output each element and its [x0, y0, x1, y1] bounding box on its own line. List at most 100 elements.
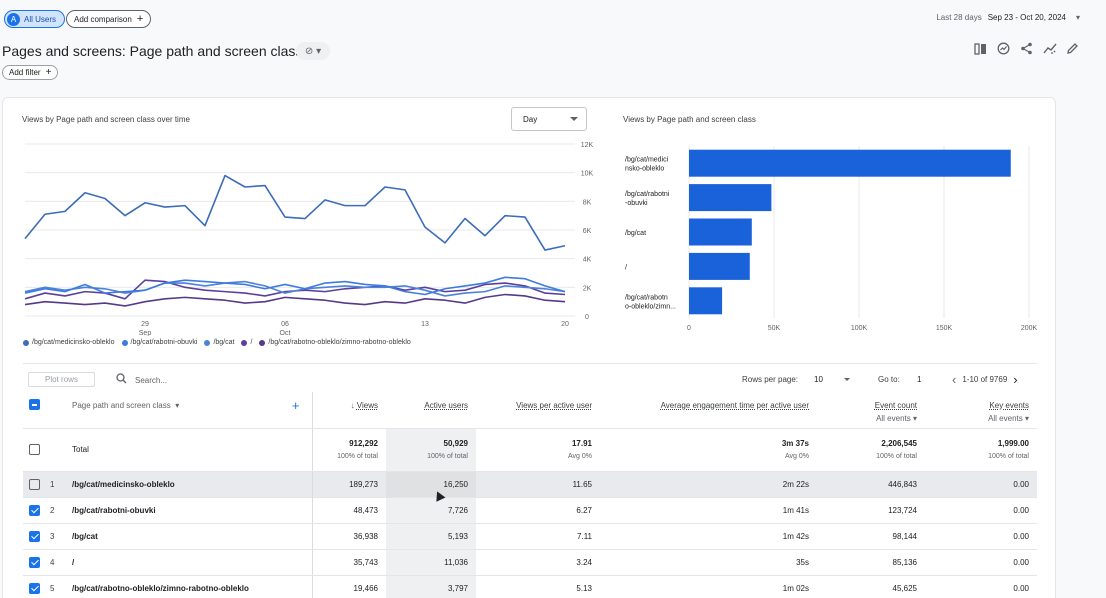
table-row[interactable]: 1/bg/cat/medicinsko-obleklo 189,273 16,250…	[23, 471, 1037, 498]
date-range-picker[interactable]: Last 28 days Sep 23 - Oct 20, 2024 ▾	[936, 13, 1080, 22]
column-header-views[interactable]: ↓ Views	[312, 392, 386, 429]
row-views-per-user: 7.11	[476, 523, 600, 550]
row-views: 35,743	[312, 549, 386, 576]
bar-category-label: o-obleklo/zimn...	[625, 303, 676, 310]
chevron-down-icon[interactable]	[844, 378, 850, 381]
row-number: 3	[50, 523, 72, 550]
column-header-avg-engagement[interactable]: Average engagement time per active user	[600, 392, 817, 429]
row-avg-engagement: 1m 41s	[600, 497, 817, 524]
total-label: Total	[72, 428, 313, 472]
plot-rows-button[interactable]: Plot rows	[28, 372, 95, 387]
row-avg-engagement: 35s	[600, 549, 817, 576]
total-row: Total 912,292 100% of total 50,929 100% of…	[23, 428, 1037, 472]
chevron-left-icon[interactable]: ‹	[952, 372, 957, 387]
search-input[interactable]: Search...	[135, 375, 168, 385]
column-header-key-events[interactable]: Key events All events ▾	[925, 392, 1037, 429]
y-tick-label: 4K	[583, 257, 592, 264]
search-field[interactable]: Search...	[116, 373, 167, 387]
column-header-event-count[interactable]: Event count All events ▾	[817, 392, 925, 429]
row-event-count: 123,724	[817, 497, 925, 524]
row-page-path[interactable]: /bg/cat/medicinsko-obleklo	[72, 471, 313, 498]
total-views: 912,292	[349, 439, 378, 448]
table-row[interactable]: 4/35,743 11,036 3.24 35s 85,136 0.00	[23, 549, 1037, 576]
total-key-events: 1,999.00	[997, 439, 1029, 448]
trend-icon[interactable]	[1042, 41, 1057, 56]
bar-category-label: /bg/cat/rabotn	[625, 294, 668, 301]
row-checkbox[interactable]	[29, 530, 40, 542]
table-row[interactable]: 3/bg/cat 36,938 5,193 7.11 1m 42s 98,144 0.00	[23, 523, 1037, 550]
bar-chart-title: Views by Page path and screen class	[623, 115, 756, 124]
x-tick-label: 50K	[768, 325, 781, 332]
row-views-per-user: 6.27	[476, 497, 600, 524]
report-status-dropdown[interactable]: ⊘ ▾	[296, 42, 330, 60]
column-header-dimension[interactable]: Page path and screen class ▾ +	[72, 392, 313, 429]
legend-dot	[241, 339, 248, 346]
bar-chart[interactable]: 0 50K 100K 150K 200K/bg/cat/medici nsko-oblek…	[603, 136, 1043, 336]
row-page-path[interactable]: /bg/cat/rabotni-obuvki	[72, 497, 313, 524]
date-range-value: Sep 23 - Oct 20, 2024	[987, 13, 1066, 22]
row-views-per-user: 5.13	[476, 575, 600, 598]
report-toolbar	[973, 41, 1080, 56]
row-checkbox[interactable]	[29, 556, 40, 568]
y-tick-label: 0	[585, 314, 589, 321]
page-title: Pages and screens: Page path and screen …	[2, 43, 303, 59]
row-key-events: 0.00	[925, 523, 1037, 550]
key-event-filter-select[interactable]: All events ▾	[988, 414, 1029, 423]
row-active-users: 16,250	[386, 471, 476, 498]
event-filter-select[interactable]: All events ▾	[876, 414, 917, 423]
legend-item[interactable]: /bg/cat/rabotno-obleklo/zimno-rabotno-ob…	[259, 339, 411, 346]
row-checkbox[interactable]	[29, 582, 40, 594]
pagination-range: 1-10 of 9769	[962, 375, 1008, 384]
table-row[interactable]: 2/bg/cat/rabotni-obuvki 48,473 7,726 6.27 1m…	[23, 497, 1037, 524]
sort-desc-icon: ↓	[350, 401, 357, 410]
x-tick-label: 20	[561, 321, 569, 328]
total-checkbox[interactable]	[29, 444, 40, 455]
total-views-per-user: 17.91	[571, 439, 592, 448]
legend-dot	[23, 339, 29, 346]
row-event-count: 446,843	[817, 471, 925, 498]
rows-per-page-select[interactable]: 10	[814, 375, 823, 384]
legend-item[interactable]: /bg/cat	[204, 339, 234, 346]
chevron-down-icon: ▾	[172, 401, 180, 410]
share-icon[interactable]	[1019, 41, 1034, 56]
column-header-active-users[interactable]: Active users	[386, 392, 476, 429]
row-page-path[interactable]: /bg/cat	[72, 523, 313, 550]
legend-item[interactable]: /bg/cat/rabotni-obuvki	[121, 339, 198, 346]
line-chart-legend: /bg/cat/medicinsko-obleklo/bg/cat/rabotn…	[23, 339, 411, 346]
legend-item[interactable]: /	[241, 339, 252, 346]
table-row[interactable]: 5/bg/cat/rabotno-obleklo/zimno-rabotno-o…	[23, 575, 1037, 598]
column-header-views-per-user[interactable]: Views per active user	[476, 392, 600, 429]
bar	[689, 287, 723, 315]
line-chart[interactable]: 0 2K 4K 6K 8K 10K 12K 29 Sep 06 Oct 13 20	[3, 136, 603, 336]
row-checkbox[interactable]	[29, 504, 40, 516]
legend-label: /bg/cat/rabotni-obuvki	[130, 339, 198, 346]
x-tick-sublabel: Oct	[280, 330, 291, 336]
row-page-path[interactable]: /	[72, 549, 313, 576]
add-filter-button[interactable]: Add filter +	[2, 65, 59, 80]
y-tick-label: 6K	[583, 228, 592, 235]
series-line	[24, 174, 566, 251]
row-number: 4	[50, 549, 72, 576]
x-tick-sublabel: Sep	[139, 330, 152, 336]
edit-icon[interactable]	[1065, 41, 1080, 56]
add-dimension-icon[interactable]: +	[291, 398, 300, 413]
row-views-per-user: 11.65	[476, 471, 600, 498]
bar	[689, 252, 750, 280]
goto-input[interactable]: 1	[917, 375, 922, 384]
insights-icon[interactable]	[996, 41, 1011, 56]
bar-category-label: /bg/cat/medici	[625, 157, 669, 164]
granularity-select[interactable]: Day	[511, 107, 587, 131]
select-all-checkbox[interactable]	[29, 399, 40, 410]
legend-item[interactable]: /bg/cat/medicinsko-obleklo	[23, 339, 115, 346]
row-checkbox[interactable]	[29, 478, 40, 490]
row-page-path[interactable]: /bg/cat/rabotno-obleklo/zimno-rabotno-ob…	[72, 575, 313, 598]
y-tick-label: 8K	[583, 199, 592, 206]
compare-icon[interactable]	[973, 41, 988, 56]
row-event-count: 85,136	[817, 549, 925, 576]
row-active-users: 3,797	[386, 575, 476, 598]
x-tick-label: 200K	[1021, 325, 1038, 332]
add-comparison-button[interactable]: Add comparison +	[66, 10, 152, 28]
chevron-right-icon[interactable]: ›	[1013, 372, 1018, 387]
segment-chip-all-users[interactable]: A All Users	[4, 10, 66, 28]
top-bar: A All Users Add comparison + Last 28 day…	[0, 0, 1106, 34]
